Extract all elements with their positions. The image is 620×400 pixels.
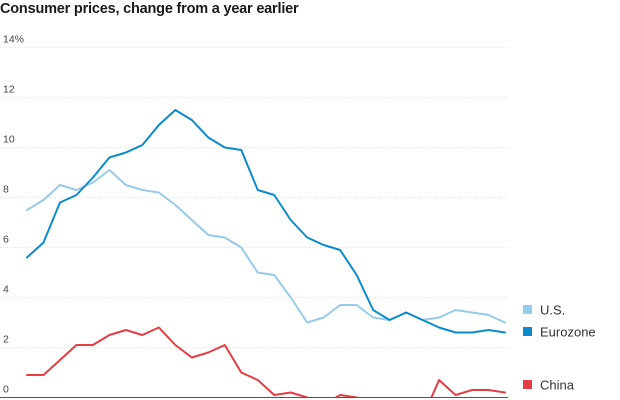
y-tick-label: 2 [3, 334, 9, 346]
gridlines [0, 47, 508, 348]
u-s-legend-swatch [523, 305, 532, 314]
china-legend-swatch [523, 380, 532, 389]
china-series-line [26, 326, 506, 398]
y-tick-label: 12 [3, 84, 15, 96]
y-tick-label: 0 [3, 384, 9, 396]
series-lines [26, 109, 506, 398]
chart-title: Consumer prices, change from a year earl… [0, 1, 299, 17]
plot-area [26, 109, 506, 398]
legend: U.S. Eurozone China [523, 303, 596, 393]
u-s-series-line [26, 169, 506, 324]
y-tick-label: 8 [3, 184, 9, 196]
y-tick-label: 14% [3, 34, 24, 46]
y-tick-label: 10 [3, 134, 15, 146]
y-tick-label: 6 [3, 234, 9, 246]
y-axis-ticks: 14% 12 10 8 6 4 2 0 [3, 34, 24, 396]
eurozone-series-line [26, 109, 506, 334]
u-s-legend-label: U.S. [540, 303, 565, 318]
eurozone-legend-label: Eurozone [540, 325, 596, 340]
eurozone-legend-swatch [523, 327, 532, 336]
china-legend-label: China [540, 378, 575, 393]
y-tick-label: 4 [3, 284, 9, 296]
